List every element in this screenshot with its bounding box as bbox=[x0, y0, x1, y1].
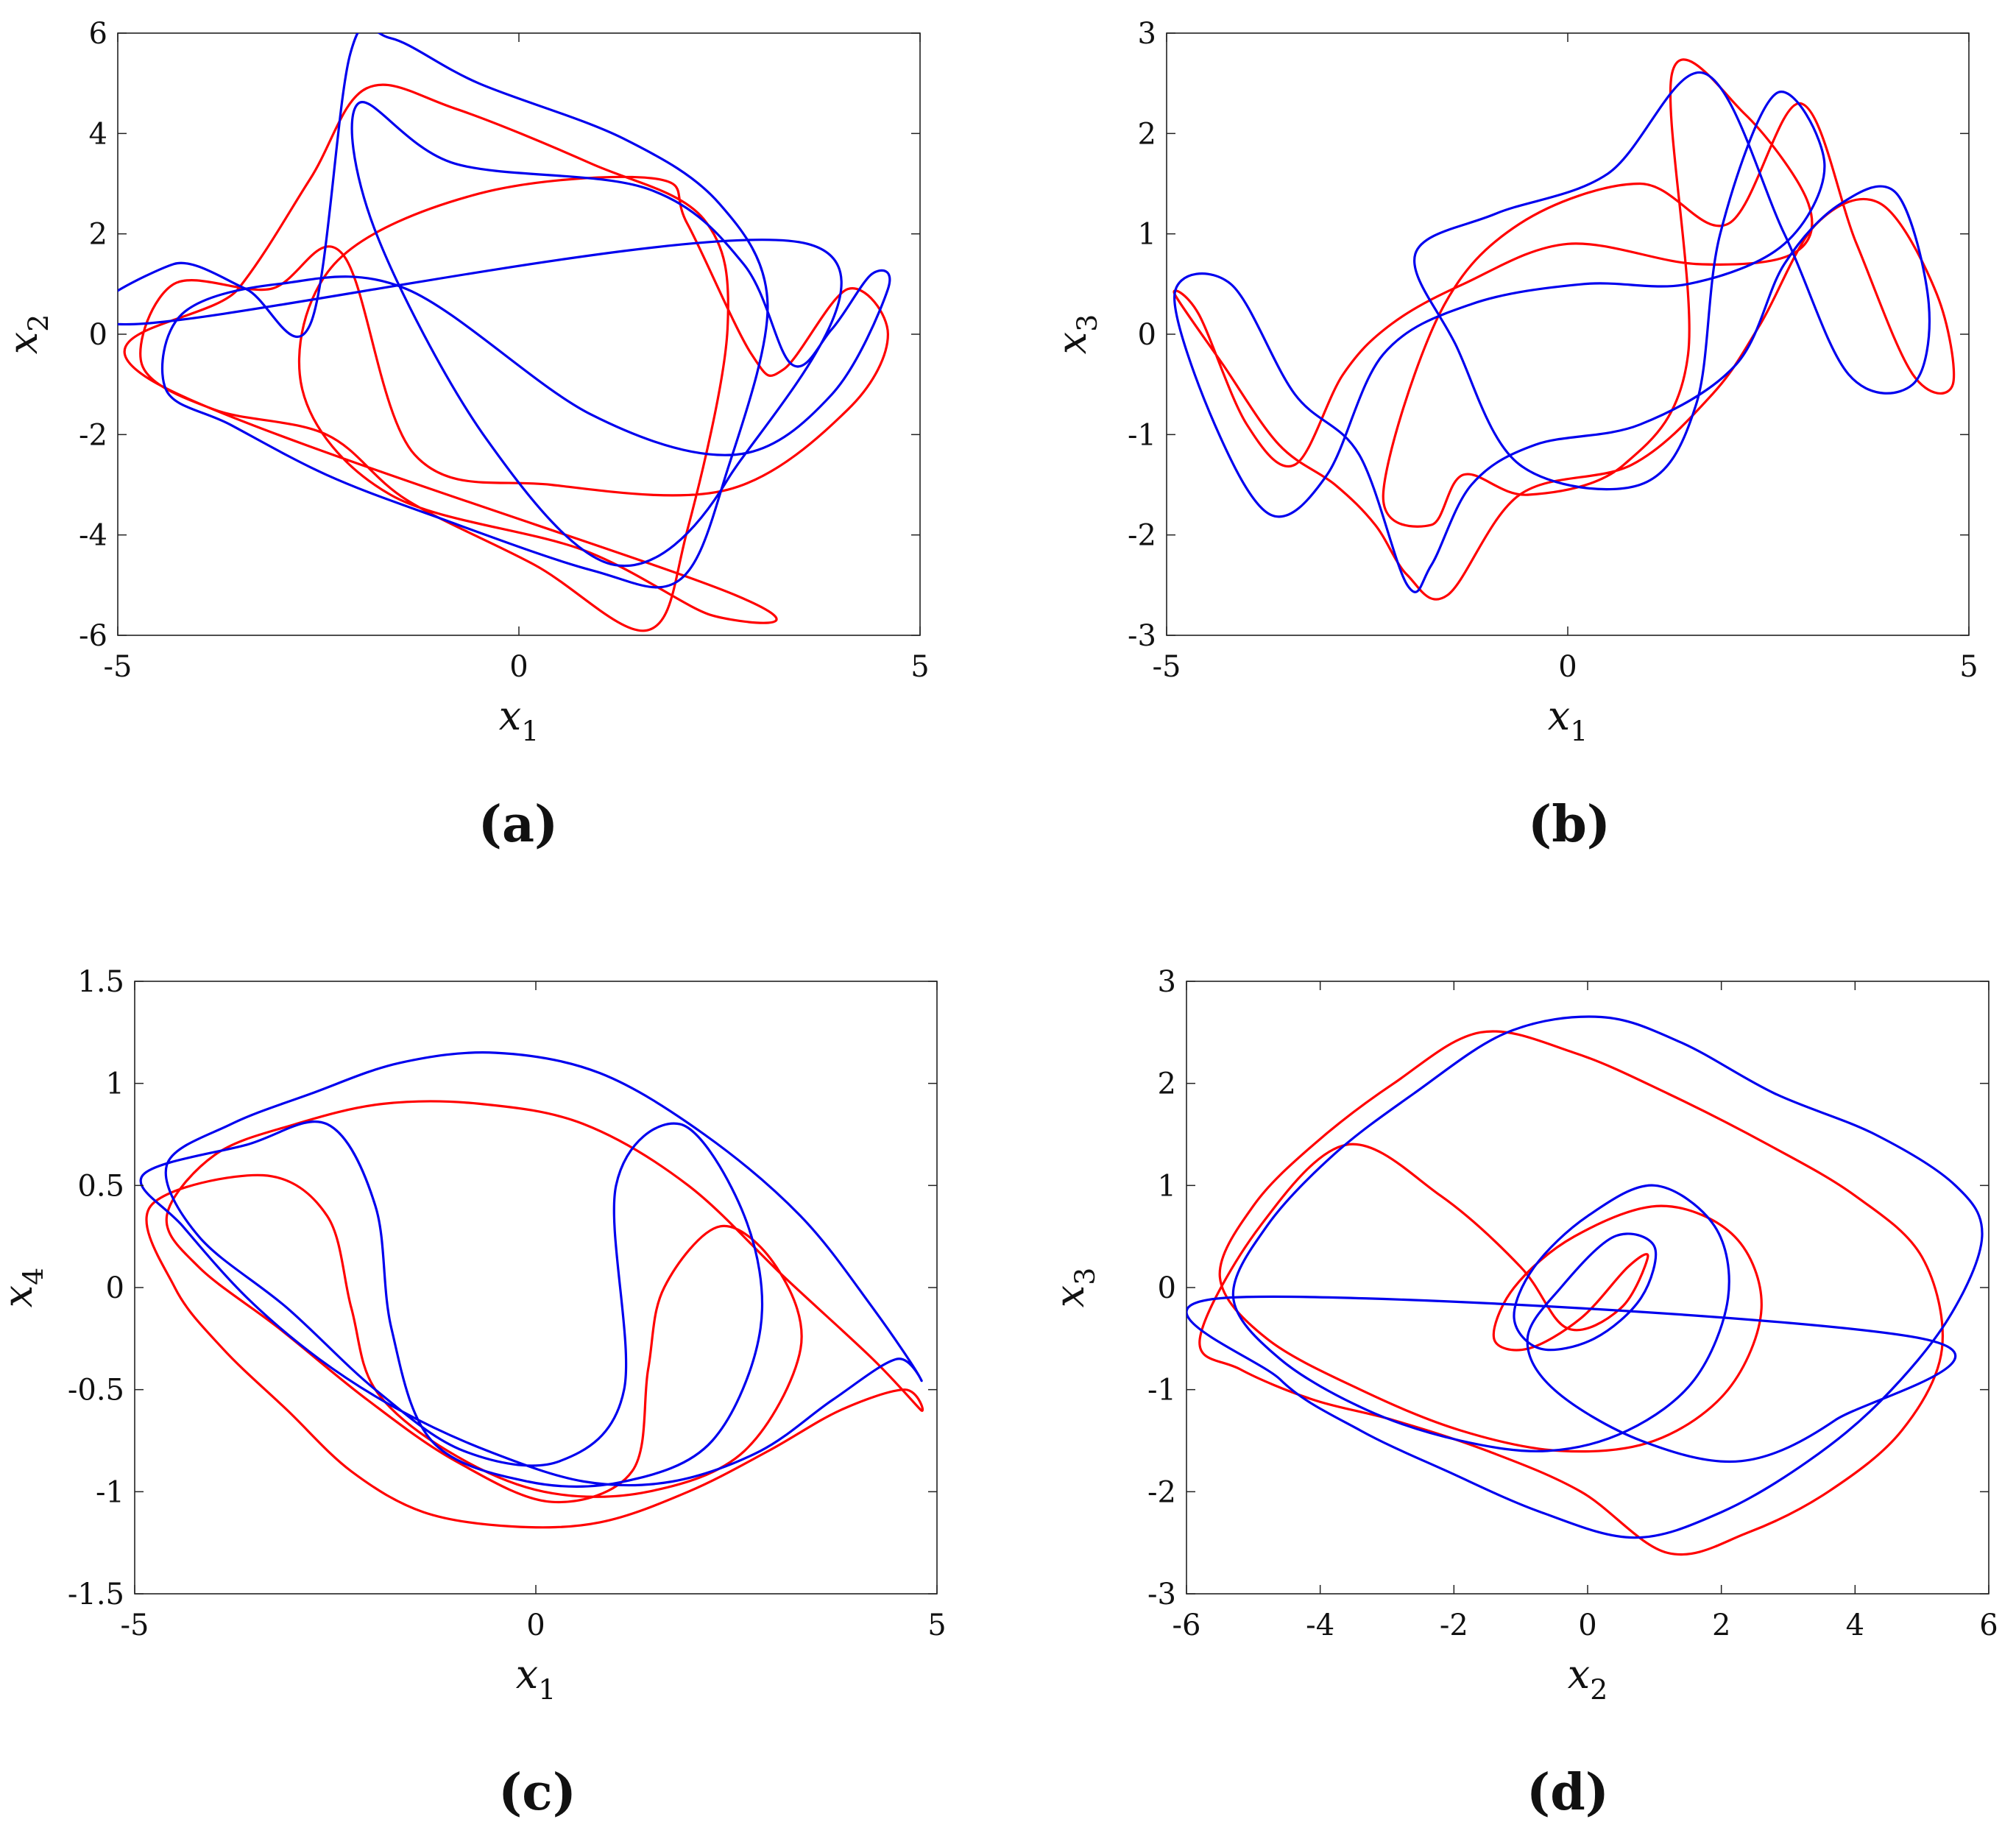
panel-d: -6 -4 -2 0 2 4 6 -3 -2 -1 0 1 2 3 x2 x3 bbox=[1047, 965, 1998, 1706]
y-tick-label: -0.5 bbox=[68, 1374, 124, 1408]
y-tick-label: -2 bbox=[79, 418, 107, 452]
y-tick-label: 2 bbox=[1158, 1067, 1176, 1101]
x-tick-label: 5 bbox=[910, 650, 929, 684]
caption-d: (d) bbox=[1527, 1763, 1609, 1822]
series-blue-trajectory bbox=[1173, 71, 1931, 593]
x-tick-label: -5 bbox=[121, 1609, 149, 1642]
x-tick-label: 2 bbox=[1712, 1609, 1730, 1642]
y-tick-label: -3 bbox=[1147, 1578, 1176, 1611]
plot-frame bbox=[117, 32, 921, 636]
x-tick-label: 5 bbox=[927, 1609, 946, 1642]
y-tick-label: -2 bbox=[1128, 519, 1156, 553]
x-axis-label: x1 bbox=[499, 693, 540, 747]
series-blue-trajectory bbox=[1186, 1015, 1984, 1539]
series-red-trajectory bbox=[145, 1100, 924, 1529]
x-axis-label: x1 bbox=[1548, 693, 1588, 747]
x-tick-label: 0 bbox=[509, 650, 528, 684]
y-tick-label: -1 bbox=[1147, 1374, 1176, 1408]
x-tick-label: -4 bbox=[1306, 1609, 1334, 1642]
caption-a: (a) bbox=[478, 795, 559, 854]
y-axis-label: x4 bbox=[0, 1268, 49, 1308]
y-tick-label: -2 bbox=[1147, 1475, 1176, 1509]
y-tick-label: -1 bbox=[1128, 418, 1156, 452]
y-tick-label: 4 bbox=[89, 117, 107, 151]
x-tick-label: -6 bbox=[1173, 1609, 1201, 1642]
y-axis-label: x3 bbox=[1049, 314, 1103, 355]
y-tick-label: 3 bbox=[1158, 965, 1176, 999]
plot-frame bbox=[134, 981, 938, 1595]
x-tick-label: 0 bbox=[1578, 1609, 1596, 1642]
y-axis-label: x3 bbox=[1047, 1268, 1101, 1308]
series-red-trajectory bbox=[1198, 1030, 1944, 1556]
plot-frame bbox=[1186, 981, 1990, 1595]
x-tick-label: 0 bbox=[1558, 650, 1577, 684]
x-axis-label: x1 bbox=[516, 1651, 556, 1706]
series-red-trajectory bbox=[123, 83, 889, 632]
y-tick-label: 0 bbox=[1138, 318, 1156, 352]
x-tick-label: 0 bbox=[526, 1609, 545, 1642]
series-blue-trajectory bbox=[118, 33, 891, 589]
x-tick-label: 5 bbox=[1959, 650, 1978, 684]
y-tick-label: 0 bbox=[1158, 1271, 1176, 1305]
y-tick-label: 1.5 bbox=[77, 965, 124, 999]
caption-c: (c) bbox=[498, 1763, 576, 1822]
y-tick-label: 0 bbox=[106, 1271, 124, 1305]
y-tick-label: 1 bbox=[106, 1067, 124, 1101]
y-tick-label: -1.5 bbox=[68, 1578, 124, 1611]
y-tick-label: -3 bbox=[1128, 619, 1156, 653]
series-red-trajectory bbox=[1173, 58, 1956, 601]
y-tick-label: -6 bbox=[79, 619, 107, 653]
x-axis-label: x2 bbox=[1568, 1651, 1608, 1706]
y-tick-label: 2 bbox=[89, 218, 107, 252]
y-tick-label: 0 bbox=[89, 318, 107, 352]
x-tick-label: -5 bbox=[104, 650, 132, 684]
y-tick-label: 1 bbox=[1158, 1169, 1176, 1203]
panel-a: -5 0 5 -6 -4 -2 0 2 4 6 x1 x2 bbox=[0, 17, 930, 747]
y-tick-label: 1 bbox=[1138, 218, 1156, 252]
panel-b: -5 0 5 -3 -2 -1 0 1 2 3 x1 x3 bbox=[1049, 17, 1978, 747]
y-axis-label: x2 bbox=[0, 314, 54, 355]
y-tick-label: 0.5 bbox=[77, 1169, 124, 1203]
y-tick-label: -4 bbox=[79, 519, 107, 553]
panel-c: -5 0 5 -1.5 -1 -0.5 0 0.5 1 1.5 x1 x4 bbox=[0, 965, 947, 1706]
y-tick-label: -1 bbox=[96, 1475, 124, 1509]
series-blue-trajectory bbox=[139, 1051, 923, 1488]
x-tick-label: 4 bbox=[1846, 1609, 1864, 1642]
caption-b: (b) bbox=[1528, 795, 1610, 854]
x-tick-label: -5 bbox=[1153, 650, 1181, 684]
y-tick-label: 3 bbox=[1138, 17, 1156, 51]
x-tick-label: 6 bbox=[1979, 1609, 1998, 1642]
plot-frame bbox=[1166, 32, 1970, 636]
y-tick-label: 2 bbox=[1138, 117, 1156, 151]
x-tick-label: -2 bbox=[1440, 1609, 1468, 1642]
y-tick-label: 6 bbox=[89, 17, 107, 51]
